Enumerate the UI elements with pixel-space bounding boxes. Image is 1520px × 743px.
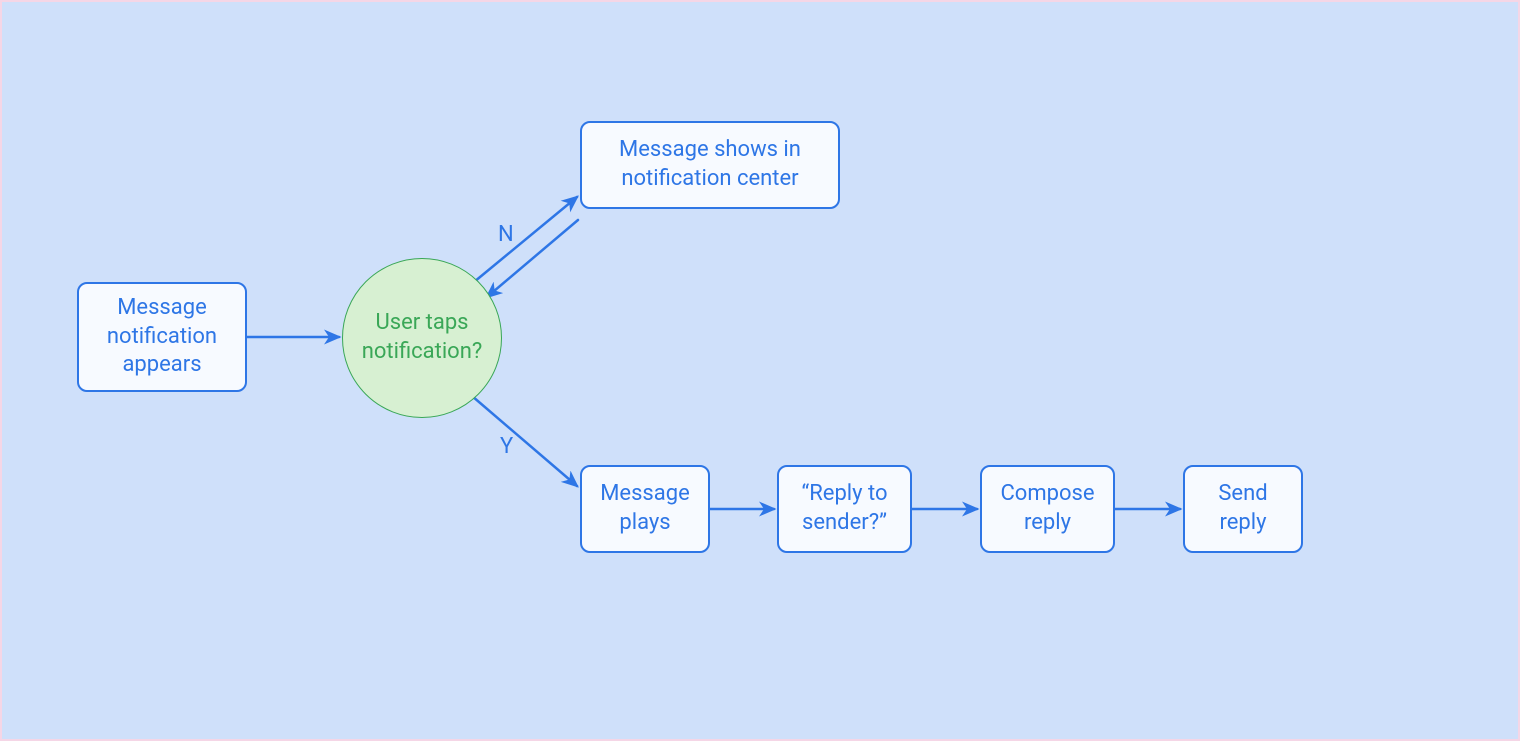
node-label: “Reply to sender?” [793, 480, 896, 537]
flowchart-canvas: Message notification appears User taps n… [0, 0, 1520, 741]
edge-label-yes: Y [500, 434, 513, 459]
edge-label-no: N [498, 222, 514, 247]
node-message-notification-appears: Message notification appears [77, 282, 247, 392]
node-user-taps-notification: User taps notification? [342, 258, 502, 418]
node-compose-reply: Compose reply [980, 465, 1115, 553]
node-label: Send reply [1199, 480, 1287, 537]
node-send-reply: Send reply [1183, 465, 1303, 553]
node-label: Compose reply [996, 480, 1099, 537]
node-message-shows-notification-center: Message shows in notification center [580, 121, 840, 209]
node-label: Message notification appears [93, 294, 231, 380]
edge-label-text: Y [500, 434, 513, 459]
node-label: Message shows in notification center [596, 136, 824, 193]
edge-label-text: N [498, 222, 514, 247]
node-label: Message plays [596, 480, 694, 537]
node-reply-to-sender: “Reply to sender?” [777, 465, 912, 553]
node-label: User taps notification? [357, 309, 487, 366]
node-message-plays: Message plays [580, 465, 710, 553]
